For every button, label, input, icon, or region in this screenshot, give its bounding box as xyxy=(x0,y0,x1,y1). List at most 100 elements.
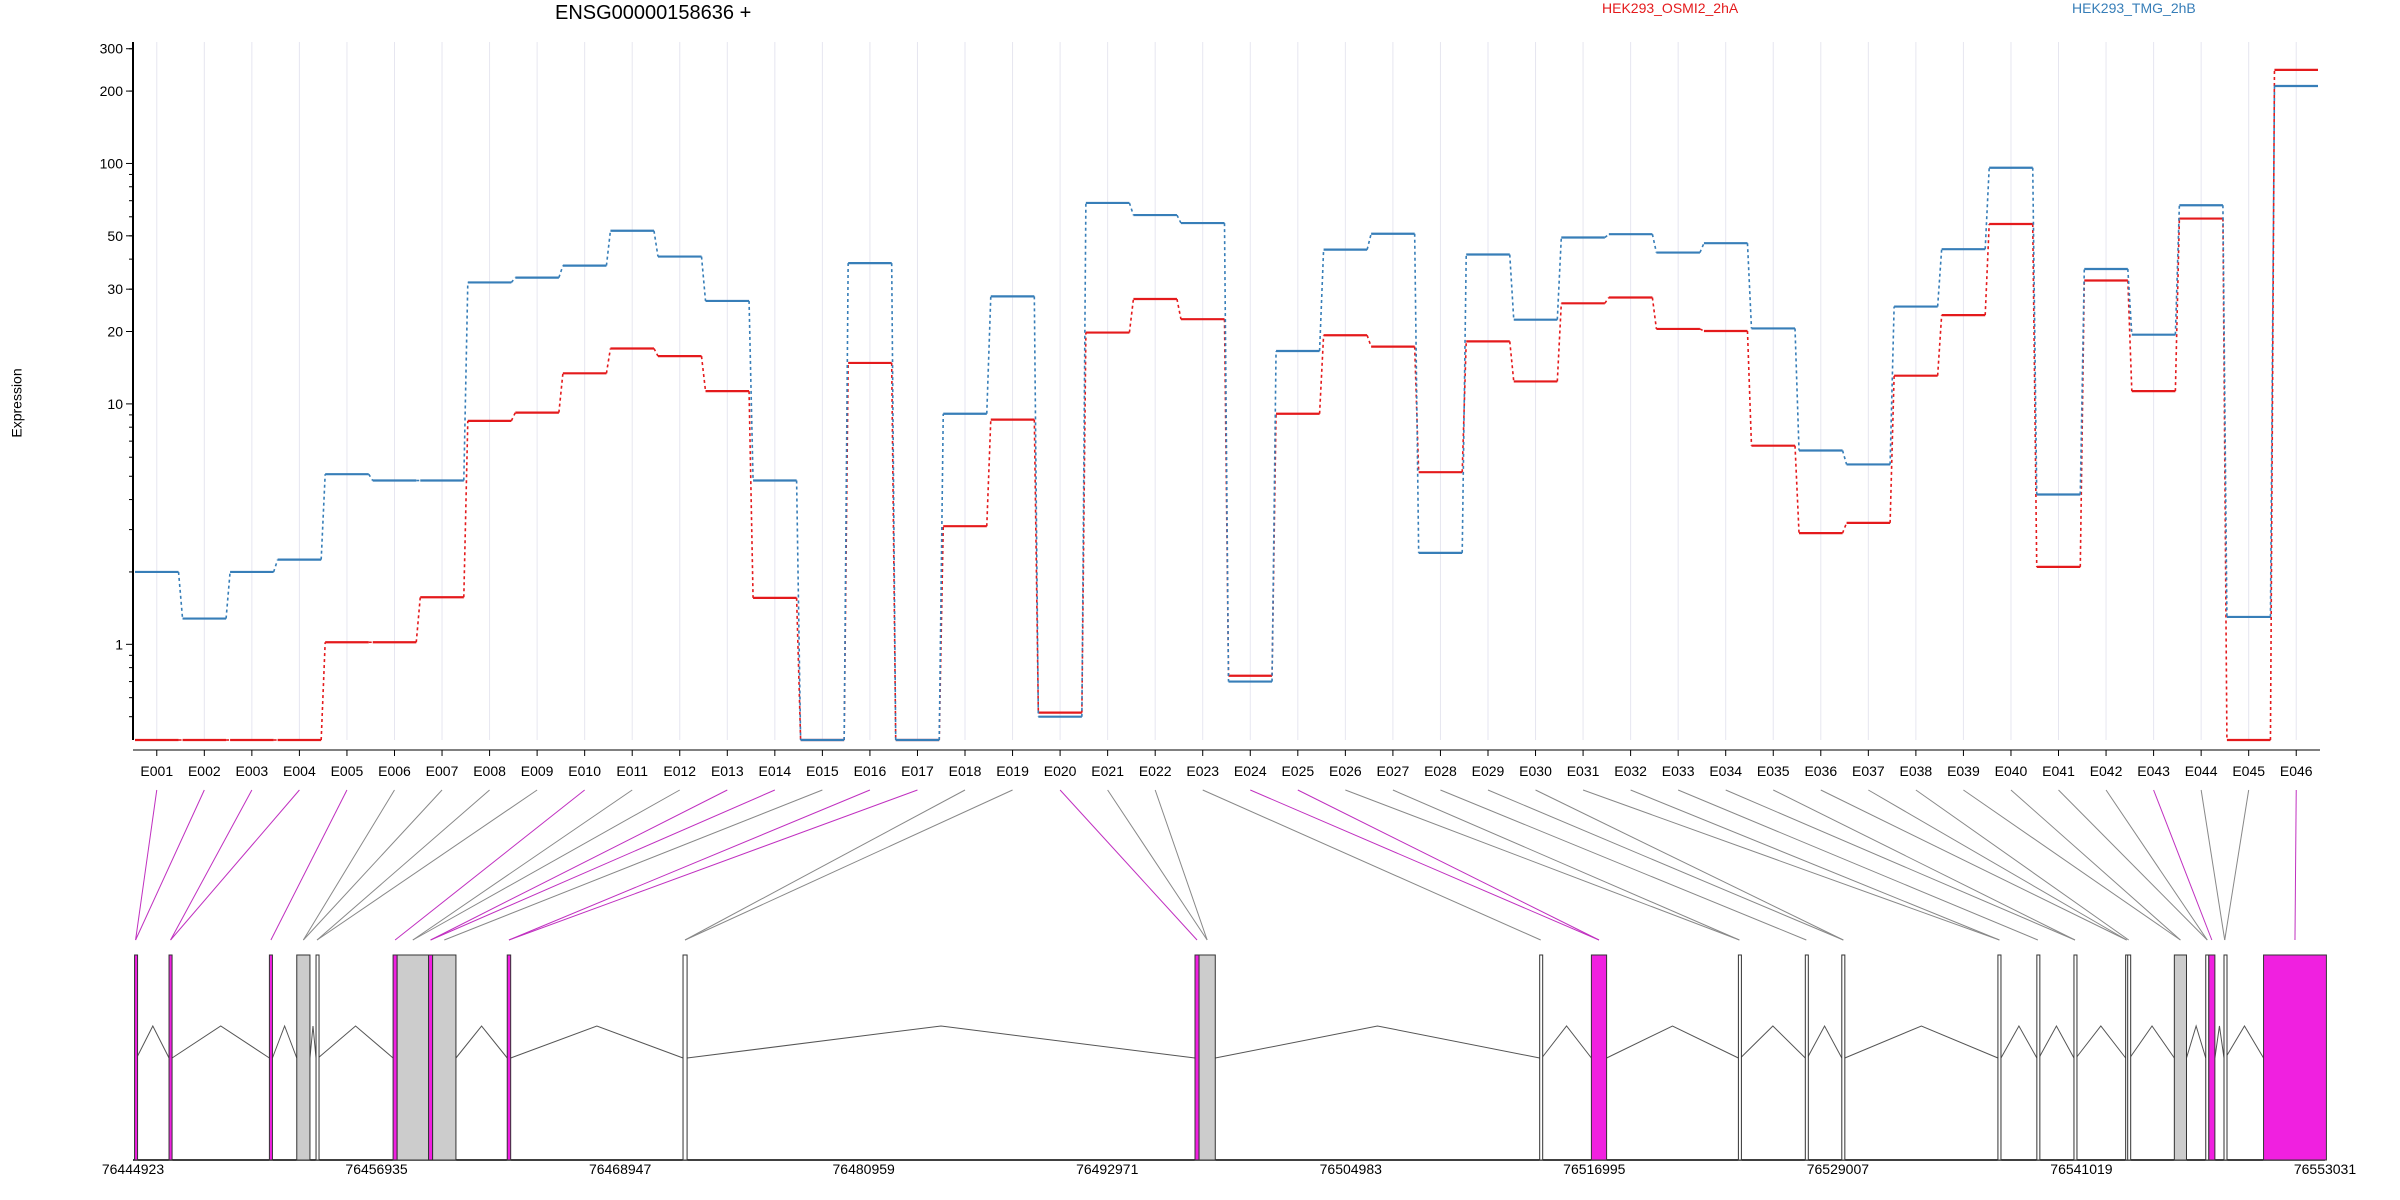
x-tick-label: E039 xyxy=(1947,763,1980,779)
series-connector xyxy=(2222,218,2228,741)
series-connector xyxy=(1318,249,1325,351)
x-tick-label: E017 xyxy=(901,763,934,779)
exon-connector xyxy=(684,789,966,941)
exon-box xyxy=(1997,954,2002,1161)
intron-line xyxy=(455,1025,508,1059)
series-connector xyxy=(890,263,897,741)
exon-connector xyxy=(2294,789,2297,941)
series-connector xyxy=(368,473,374,481)
exon-connector xyxy=(1535,789,1844,941)
exon-connector xyxy=(1154,789,1208,941)
series-connector xyxy=(2079,280,2086,567)
series-connector xyxy=(748,391,754,598)
series-connector xyxy=(510,412,517,422)
series-2 xyxy=(135,84,2318,742)
coordinate-label: 76553031 xyxy=(2294,1161,2357,1177)
series-connector xyxy=(605,348,612,374)
series-connector xyxy=(415,597,422,643)
series-connector xyxy=(1651,234,1658,253)
x-tick-label: E026 xyxy=(1329,763,1362,779)
x-tick-label: E044 xyxy=(2185,763,2218,779)
y-tick-label: 30 xyxy=(107,281,123,297)
exon-connector xyxy=(1392,789,1740,941)
series-connector xyxy=(463,420,469,598)
series-connector xyxy=(1128,298,1135,333)
series-connector xyxy=(653,230,659,257)
exon-connector xyxy=(170,789,300,941)
intron-line xyxy=(1541,1025,1592,1059)
x-tick-label: E036 xyxy=(1804,763,1837,779)
y-tick-label: 10 xyxy=(107,396,123,412)
series-connector xyxy=(1033,419,1040,713)
x-tick-label: E046 xyxy=(2280,763,2313,779)
series-connector xyxy=(1033,296,1040,717)
x-tick-label: E040 xyxy=(1995,763,2028,779)
exon-box xyxy=(506,954,512,1161)
exon-connector xyxy=(430,789,776,941)
exon-connector xyxy=(508,789,871,941)
x-tick-label: E024 xyxy=(1234,763,1267,779)
exon-connector xyxy=(1487,789,1844,941)
exon-connector xyxy=(1582,789,2000,941)
series-connector xyxy=(1889,375,1895,523)
series-connector xyxy=(2031,167,2038,495)
series-connector xyxy=(1176,214,1182,224)
x-tick-label: E045 xyxy=(2232,763,2265,779)
exon-connector xyxy=(684,789,1013,941)
exon-box xyxy=(428,954,434,1161)
series-connector xyxy=(843,263,849,741)
exon-box xyxy=(134,954,139,1161)
x-tick-label: E043 xyxy=(2137,763,2170,779)
exon-box xyxy=(268,954,273,1161)
x-tick-label: E013 xyxy=(711,763,744,779)
exon-box xyxy=(396,954,430,1161)
series-connector xyxy=(653,348,659,357)
exon-box xyxy=(2173,954,2187,1161)
exon-connector xyxy=(1297,789,1600,941)
x-tick-label: E008 xyxy=(473,763,506,779)
exon-connector xyxy=(2058,789,2208,941)
y-tick-label: 50 xyxy=(107,228,123,244)
series-connector xyxy=(1936,249,1943,307)
legend-series-1: HEK293_OSMI2_2hA xyxy=(1602,0,1739,16)
y-tick-label: 20 xyxy=(107,324,123,340)
exon-box xyxy=(1590,954,1608,1161)
exon-box xyxy=(296,954,311,1161)
series-connector xyxy=(985,419,992,527)
exon-box xyxy=(1194,954,1200,1161)
exon-box xyxy=(2263,954,2327,1161)
intron-line xyxy=(1215,1025,1540,1059)
intron-line xyxy=(2000,1024,2038,1059)
coordinate-label: 76492971 xyxy=(1076,1161,1139,1177)
series-connector xyxy=(1508,341,1515,382)
series-connector xyxy=(2269,85,2276,617)
y-tick-label: 200 xyxy=(100,83,124,99)
x-tick-label: E007 xyxy=(426,763,459,779)
exon-connector xyxy=(1868,789,2127,941)
series-connector xyxy=(1984,223,1990,316)
exon-connector xyxy=(1915,789,2129,941)
series-connector xyxy=(1651,297,1658,330)
series-connector xyxy=(2222,205,2228,617)
x-tick-label: E034 xyxy=(1709,763,1742,779)
exon-box xyxy=(1737,954,1742,1161)
series-connector xyxy=(1604,233,1610,239)
exon-connector xyxy=(412,789,633,941)
exon-box xyxy=(1841,954,1846,1161)
x-tick-label: E010 xyxy=(568,763,601,779)
exon-connector xyxy=(270,789,348,941)
y-tick-label: 100 xyxy=(100,155,124,171)
series-connector xyxy=(1746,330,1753,446)
x-tick-label: E041 xyxy=(2042,763,2075,779)
series-connector xyxy=(272,559,279,573)
intron-line xyxy=(687,1025,1196,1059)
x-tick-label: E029 xyxy=(1472,763,1505,779)
exon-box xyxy=(392,954,398,1161)
x-tick-label: E030 xyxy=(1519,763,1552,779)
coordinate-label: 76504983 xyxy=(1320,1161,1383,1177)
exon-connector xyxy=(135,789,158,941)
coordinate-label: 76516995 xyxy=(1563,1161,1626,1177)
exon-connector xyxy=(1202,789,1541,941)
series-connector xyxy=(700,256,707,302)
